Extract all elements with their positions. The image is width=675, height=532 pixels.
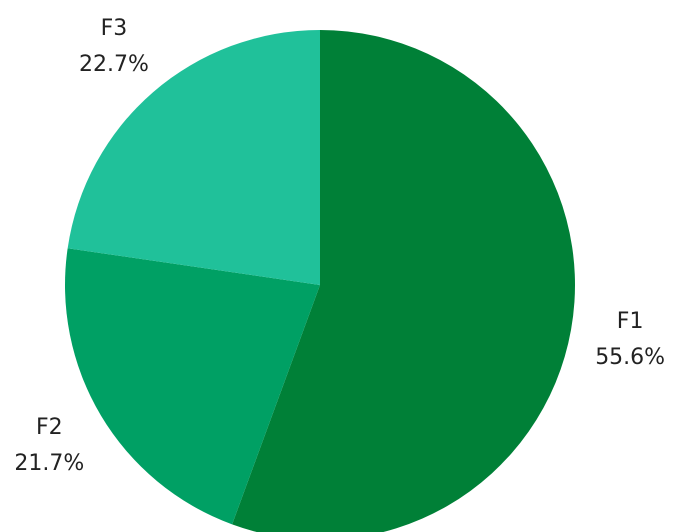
pie-slice	[67, 30, 321, 285]
pie	[65, 30, 575, 532]
slice-name: F2	[36, 415, 63, 440]
pie-slice	[65, 248, 321, 525]
slice-name: F1	[617, 309, 644, 334]
slice-value: 21.7%	[14, 451, 84, 476]
pie-slice	[232, 30, 575, 532]
slice-labels: F1 55.6% F2 21.7% F3 22.7%	[14, 16, 665, 476]
slice-name: F3	[101, 16, 128, 41]
slice-value: 22.7%	[79, 52, 149, 77]
slice-value: 55.6%	[595, 345, 665, 370]
